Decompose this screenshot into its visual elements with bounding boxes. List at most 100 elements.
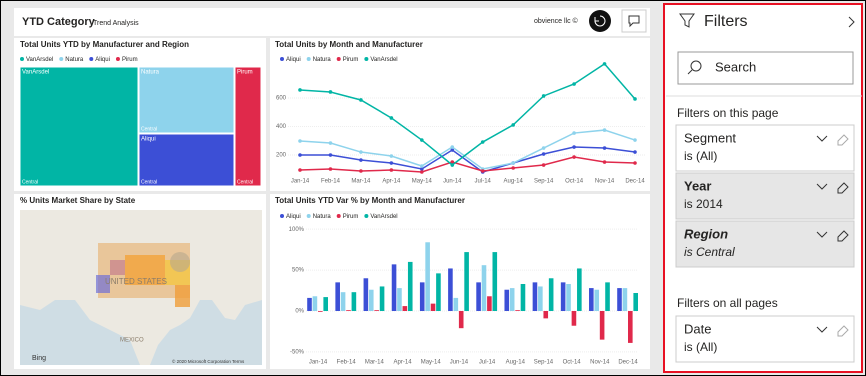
expand-icon[interactable] — [816, 183, 828, 190]
search-box[interactable] — [677, 51, 854, 85]
legend-marker — [336, 57, 341, 61]
bar — [599, 311, 605, 340]
point — [389, 116, 394, 120]
tile-title: Total Units YTD Var % by Month and Manuf… — [275, 196, 465, 205]
bar — [402, 306, 408, 311]
expand-icon[interactable] — [816, 326, 828, 333]
filter-state: is (All) — [684, 149, 717, 163]
point — [572, 145, 576, 149]
expand-icon[interactable] — [816, 135, 828, 142]
filter-field: Date — [684, 321, 711, 336]
bar — [318, 311, 323, 312]
point — [420, 167, 424, 171]
point — [389, 154, 394, 158]
treemap-cell — [19, 66, 139, 187]
point — [633, 138, 637, 142]
point — [450, 145, 455, 149]
clear-icon[interactable] — [837, 325, 849, 337]
point — [633, 161, 637, 165]
bar — [379, 286, 385, 311]
back-button[interactable] — [589, 10, 611, 32]
bar — [368, 289, 374, 311]
legend-marker — [280, 214, 284, 218]
treemap-label: Pirum — [237, 70, 253, 76]
bar — [476, 282, 481, 311]
treemap-label: Central — [22, 179, 38, 185]
point — [420, 138, 424, 142]
bar — [307, 297, 312, 311]
treemap-cell — [138, 66, 235, 134]
section-title: Filters on all pages — [677, 296, 778, 310]
clear-icon[interactable] — [837, 182, 849, 194]
bar — [397, 288, 402, 311]
line — [299, 129, 636, 170]
point — [328, 90, 333, 94]
bar — [419, 282, 425, 311]
legend-marker — [306, 57, 311, 61]
search-icon — [687, 69, 693, 75]
bar — [436, 273, 441, 311]
bar — [312, 296, 318, 311]
legend-label: Pirum — [343, 57, 359, 63]
point — [602, 160, 607, 164]
legend-marker — [89, 57, 94, 61]
tile — [270, 194, 650, 369]
filter-icon — [679, 13, 695, 28]
state-area — [110, 260, 125, 275]
bar — [520, 284, 526, 311]
map-brand: Bing — [32, 355, 46, 362]
x-tick-label: Jan-14 — [309, 360, 328, 366]
legend-marker — [306, 214, 311, 218]
expand-icon[interactable] — [816, 231, 828, 238]
point — [511, 123, 515, 127]
bar — [425, 242, 430, 311]
x-tick-label: Mar-14 — [365, 360, 385, 366]
bar — [515, 310, 520, 311]
x-tick-label: Jun-14 — [443, 179, 462, 185]
bar — [448, 268, 453, 311]
comment-button[interactable] — [621, 9, 647, 33]
point — [541, 163, 546, 167]
filter-card[interactable] — [675, 172, 855, 220]
x-tick-label: Jan-14 — [291, 179, 310, 185]
legend-marker — [336, 214, 341, 218]
legend-label: Aliqui — [286, 57, 301, 63]
x-tick-label: Feb-14 — [337, 360, 357, 366]
point — [298, 139, 302, 143]
point — [298, 168, 302, 172]
clear-icon[interactable] — [837, 230, 849, 242]
clear-icon[interactable] — [837, 134, 849, 146]
x-tick-label: Mar-14 — [351, 179, 371, 185]
point — [328, 153, 333, 157]
treemap-label: Natura — [141, 70, 160, 76]
bar — [617, 288, 622, 311]
x-tick-label: Aug-14 — [504, 179, 524, 185]
map-label: UNITED STATES — [105, 277, 167, 286]
point — [480, 140, 485, 144]
bar — [509, 288, 515, 311]
point — [602, 62, 607, 66]
collapse-button[interactable] — [848, 16, 855, 28]
x-tick-label: May-14 — [421, 360, 442, 366]
state-area — [175, 285, 190, 307]
filter-card[interactable] — [675, 124, 855, 172]
map-label: MEXICO — [120, 338, 144, 344]
filter-card[interactable] — [675, 315, 855, 363]
y-tick-label: 600 — [276, 96, 287, 102]
point — [359, 158, 363, 162]
map-copyright: © 2020 Microsoft Corporation Terms — [172, 358, 245, 364]
state-area — [125, 255, 165, 285]
treemap-label: VanArsdel — [22, 70, 49, 76]
bar — [487, 296, 492, 311]
x-tick-label: Nov-14 — [590, 360, 610, 366]
filter-card[interactable] — [675, 220, 855, 268]
x-tick-label: Apr-14 — [382, 179, 401, 185]
point — [572, 155, 576, 159]
legend-label: VanArsdel — [370, 214, 397, 220]
x-tick-label: Jul-14 — [475, 179, 492, 185]
bar — [430, 303, 436, 311]
y-tick-label: -50% — [290, 349, 305, 355]
point — [572, 131, 576, 135]
tile-title: Total Units YTD by Manufacturer and Regi… — [20, 40, 189, 49]
point — [541, 152, 546, 156]
